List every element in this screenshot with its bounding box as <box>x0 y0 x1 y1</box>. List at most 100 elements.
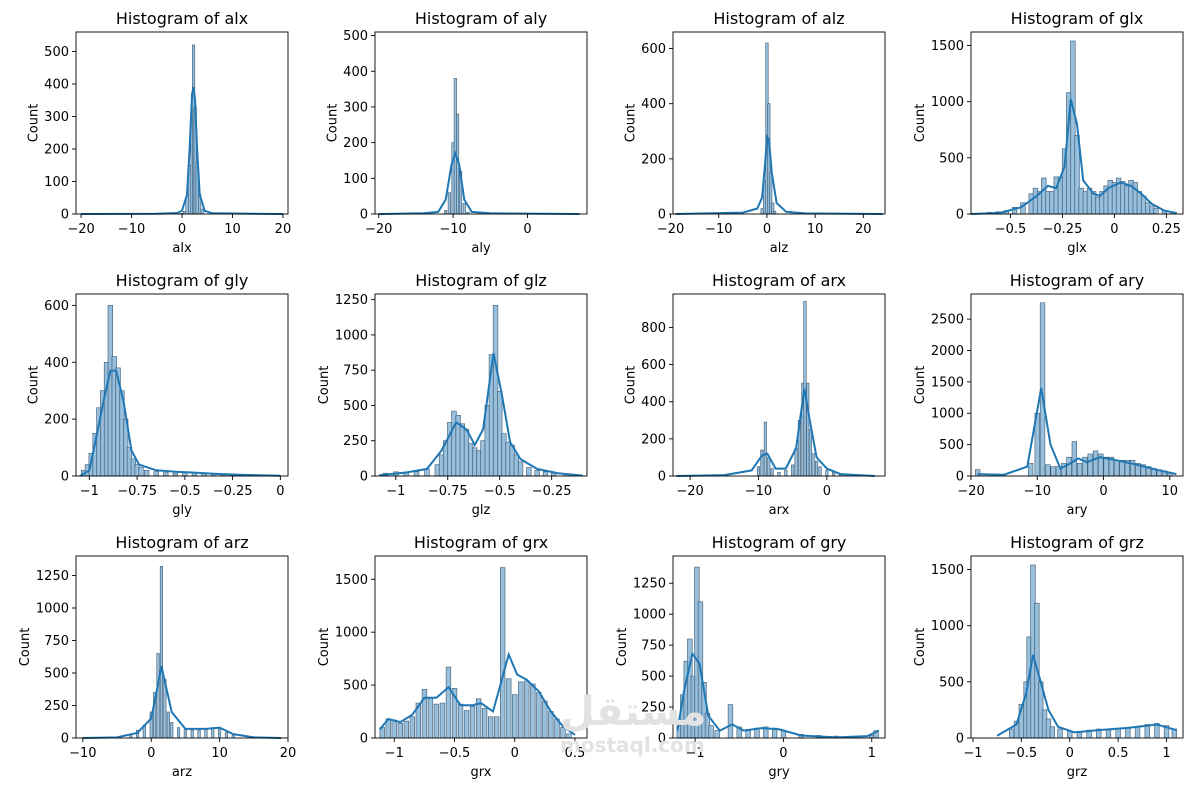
y-tick-label: 500 <box>939 151 964 166</box>
histogram-bar <box>427 697 434 739</box>
x-tick-label: −1 <box>685 746 704 761</box>
y-tick-label: 2000 <box>931 344 964 359</box>
x-tick-label: 0 <box>147 746 155 761</box>
x-axis-label: arz <box>172 765 192 780</box>
kde-curve <box>82 666 282 739</box>
y-tick-label: 0 <box>61 208 69 223</box>
histogram-bar <box>204 728 208 739</box>
x-axis-label: grz <box>1067 765 1088 780</box>
x-axis-label: gly <box>172 503 192 518</box>
subplot-grz: −1 −0.5 0 0.5 1 0 500 1000 1500 Histogram of grz g… <box>913 533 1184 780</box>
x-tick-label: 10 <box>807 222 824 237</box>
y-tick-label: 200 <box>44 413 69 428</box>
y-tick-label: 600 <box>44 299 69 314</box>
histogram-bar <box>530 683 536 739</box>
y-axis-label: Count <box>913 366 928 405</box>
x-tick-label: −1 <box>963 746 982 761</box>
histogram-bar <box>159 566 163 739</box>
subplot-title: Histogram of aly <box>415 9 547 28</box>
y-tick-label: 0 <box>956 208 964 223</box>
histogram-bar <box>767 457 771 477</box>
y-tick-label: 250 <box>44 699 69 714</box>
histogram-bar <box>177 727 181 739</box>
y-tick-label: 1000 <box>36 602 69 617</box>
y-tick-label: 500 <box>939 438 964 453</box>
histogram-bar <box>391 719 397 739</box>
histogram-bar <box>832 471 836 477</box>
histogram-bar <box>138 467 144 477</box>
histogram-bar <box>463 710 470 739</box>
y-axis-label: Count <box>623 366 638 405</box>
y-tick-label: 500 <box>343 679 368 694</box>
histogram-bar <box>481 708 488 739</box>
histogram-bar <box>447 192 451 215</box>
y-tick-label: 0 <box>61 732 69 747</box>
kde-curve <box>676 651 880 739</box>
kde-curve <box>996 654 1177 737</box>
subplot-title: Histogram of arz <box>115 533 248 552</box>
y-axis-label: Count <box>623 104 638 143</box>
x-tick-label: −1 <box>385 746 404 761</box>
y-tick-label: 0 <box>658 470 666 485</box>
axes-frame <box>672 293 886 477</box>
histogram-bar <box>190 729 194 739</box>
y-axis-label: Count <box>26 366 41 405</box>
histogram-bar <box>183 728 187 739</box>
x-tick-label: −1 <box>80 484 99 499</box>
subplot-title: Histogram of alz <box>713 9 844 28</box>
x-axis-label: grx <box>471 765 492 780</box>
y-tick-label: 500 <box>939 675 964 690</box>
histogram-bar <box>1066 456 1072 477</box>
histogram-bar <box>144 469 150 477</box>
watermark-arabic-logo: مستقل <box>560 689 707 735</box>
y-tick-label: 0 <box>658 732 666 747</box>
histogram-bar <box>409 716 415 739</box>
histogram-bar <box>794 447 798 477</box>
subplot-gly: −1 −0.75 −0.5 −0.25 0 0 200 400 600 Histogram of … <box>26 271 289 518</box>
histogram-bar <box>518 681 524 739</box>
histogram-bar <box>1103 456 1109 477</box>
kde-curve <box>970 99 1177 215</box>
histogram-bar <box>200 208 204 215</box>
axes-frame <box>970 293 1184 477</box>
kde-curve <box>379 651 576 736</box>
y-tick-label: 250 <box>343 434 368 449</box>
x-tick-label: 20 <box>855 222 872 237</box>
y-tick-label: 500 <box>44 667 69 682</box>
y-axis-label: Count <box>615 628 630 667</box>
y-tick-label: 1000 <box>931 407 964 422</box>
y-tick-label: 0 <box>658 208 666 223</box>
histogram-bar <box>1087 453 1093 477</box>
y-tick-label: 1500 <box>931 563 964 578</box>
y-tick-label: 1500 <box>931 39 964 54</box>
subplot-title: Histogram of gly <box>116 271 249 290</box>
histogram-bar <box>493 716 500 739</box>
y-tick-label: 600 <box>641 42 666 57</box>
histogram-bar <box>444 210 448 215</box>
histogram-bar <box>808 429 813 477</box>
subplot-title: Histogram of alx <box>116 9 248 28</box>
y-tick-label: 200 <box>343 136 368 151</box>
histogram-bar <box>526 467 532 477</box>
histogram-bar <box>791 464 795 477</box>
histogram-bar <box>1092 450 1099 477</box>
x-tick-label: −10 <box>1024 484 1051 499</box>
y-tick-label: 200 <box>44 143 69 158</box>
subplot-ary: −20 −10 0 10 0 500 1000 1500 2000 2500 Histogram o… <box>913 271 1184 518</box>
watermark: مستقل mostaql.com <box>560 689 707 756</box>
histogram-bar <box>770 468 774 477</box>
x-tick-label: −0.25 <box>1043 222 1083 237</box>
x-tick-label: 0 <box>276 484 284 499</box>
x-tick-label: −0.5 <box>1006 746 1038 761</box>
axes-frame <box>374 555 588 739</box>
histogram-bar <box>445 666 452 739</box>
histogram-bar <box>760 449 764 477</box>
x-tick-label: 10 <box>211 746 228 761</box>
kde-curve <box>79 369 281 477</box>
y-tick-label: 200 <box>641 152 666 167</box>
y-axis-label: Count <box>913 628 928 667</box>
x-tick-label: −20 <box>676 484 703 499</box>
x-tick-label: 0.25 <box>1152 222 1181 237</box>
